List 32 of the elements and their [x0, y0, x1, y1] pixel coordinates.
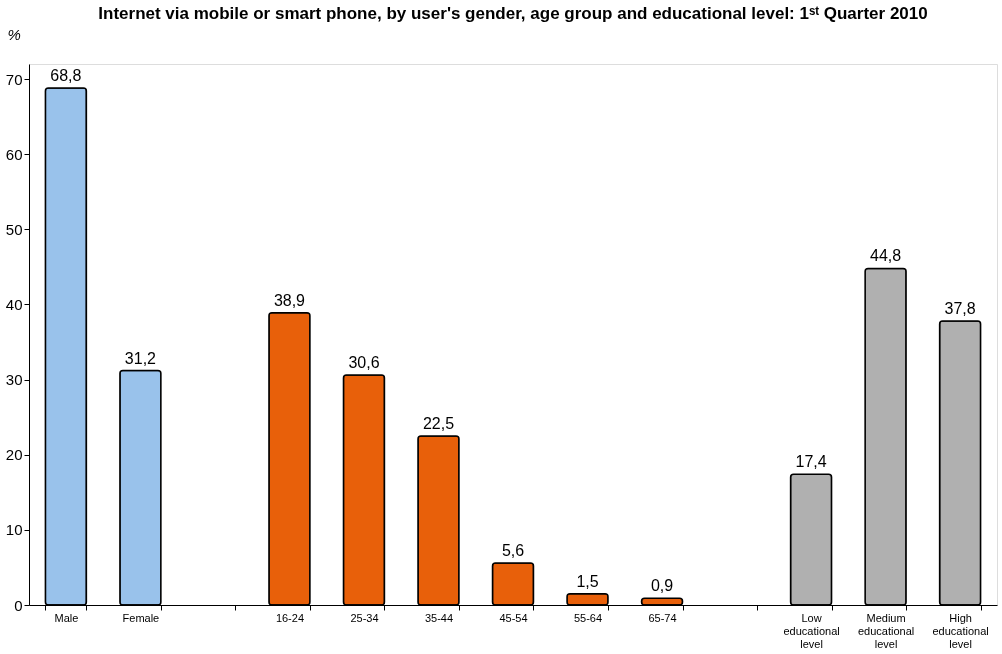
x-tick-label: Medium educational level: [857, 611, 915, 650]
x-tick-label: 35-44: [424, 611, 454, 624]
x-tick-label: Female: [122, 611, 160, 624]
y-tick-label: 60: [5, 145, 23, 163]
y-tick-label: 40: [5, 295, 23, 313]
x-tick-label: 16-24: [275, 611, 305, 624]
data-label: 44,8: [870, 247, 902, 265]
data-label: 31,2: [124, 349, 157, 367]
y-tick-label: 30: [5, 371, 23, 389]
x-tick-label: Male: [54, 611, 79, 624]
data-label: 38,9: [273, 291, 306, 309]
data-label: 5,6: [501, 541, 525, 559]
y-tick-label: 70: [5, 70, 23, 88]
data-label: 22,5: [422, 414, 455, 432]
chart-title: Internet via mobile or smart phone, by user's gender, age group and educational level: 1ˢᵗ Quarter 2010: [98, 4, 928, 23]
data-label: 1,5: [576, 572, 599, 590]
data-label: 68,8: [50, 67, 82, 85]
data-label: 30,6: [348, 354, 380, 372]
y-tick-label: 50: [5, 220, 23, 238]
x-tick-label: 55-64: [573, 611, 603, 624]
x-tick-label: 25-34: [350, 611, 379, 624]
data-label: 17,4: [795, 453, 827, 471]
x-tick-label: High educational level: [932, 611, 989, 650]
y-tick-label: 20: [5, 446, 23, 464]
y-tick-label: 10: [5, 521, 23, 539]
y-tick-label: 0: [14, 596, 23, 614]
y-axis-title: %: [7, 25, 21, 43]
data-label: 37,8: [944, 299, 976, 317]
x-tick-label: 45-54: [499, 611, 528, 624]
x-tick-label: Low educational level: [783, 611, 840, 650]
x-tick-label: 65-74: [648, 611, 677, 624]
data-label: 0,9: [650, 577, 674, 595]
